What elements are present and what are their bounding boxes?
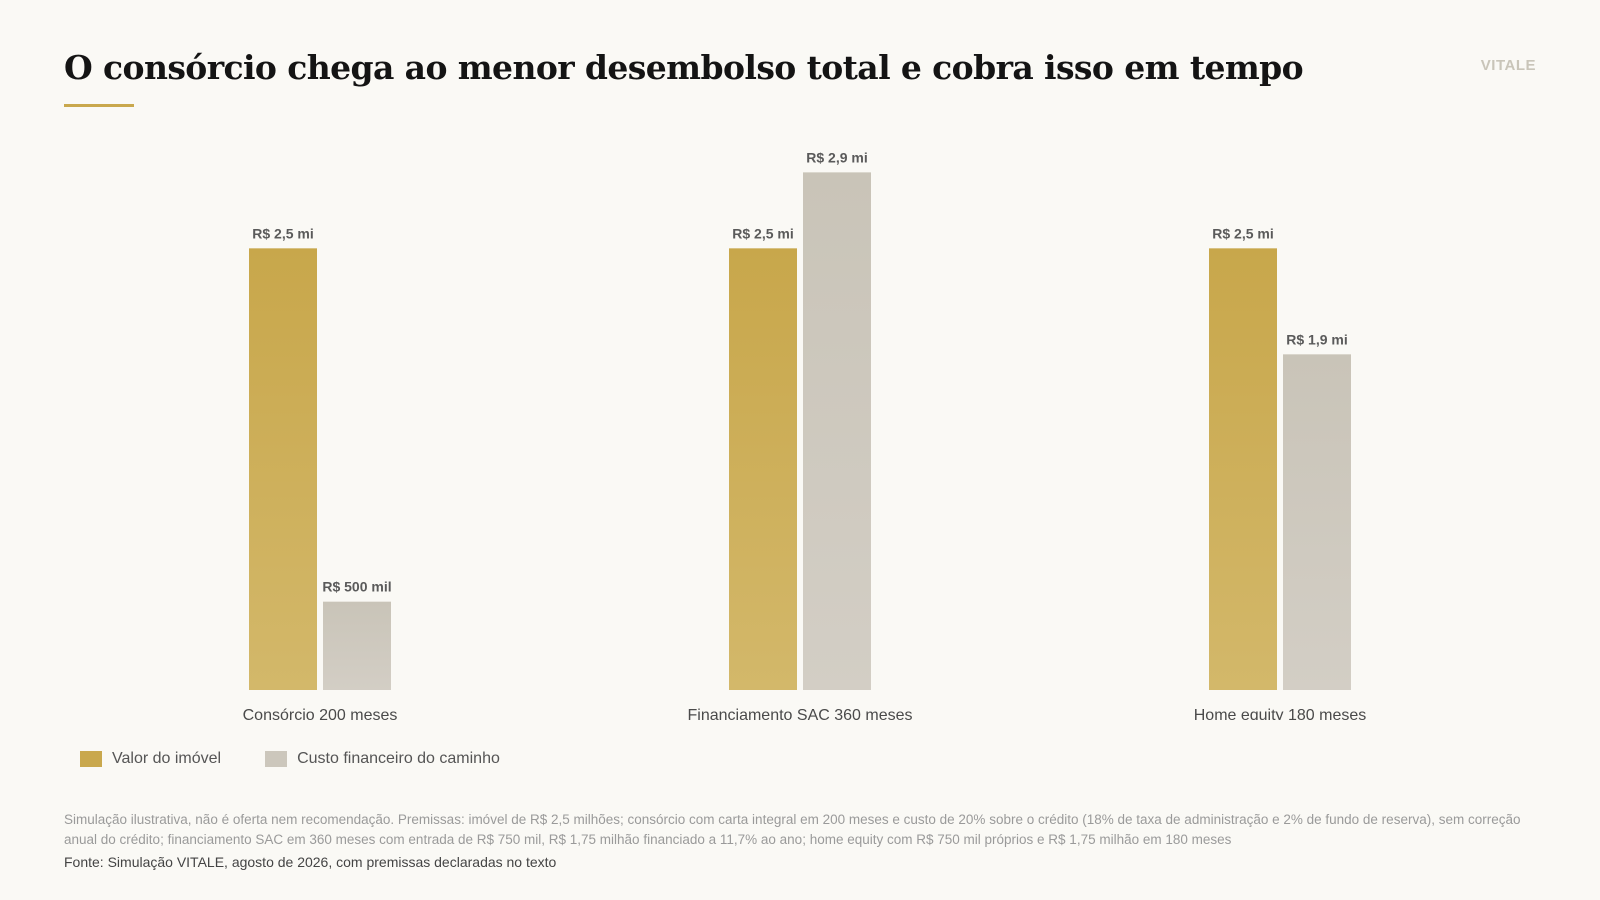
legend-swatch-financial-cost <box>265 751 288 767</box>
bar-property-value-consorcio-200-meses <box>249 248 317 691</box>
bar-property-value-home-equity-180-meses <box>1209 248 1277 691</box>
data-label-property-value-consorcio-200-meses: R$ 2,5 mi <box>252 225 313 241</box>
category-label-consorcio-200-meses: Consórcio 200 meses <box>243 707 398 720</box>
bar-chart: R$ 2,5 mi R$ 500 mil Consórcio 200 meses R$… <box>243 149 1367 720</box>
legend-label-financial-cost: Custo financeiro do caminho <box>297 750 500 767</box>
data-label-property-value-financiamento-sac-360-meses: R$ 2,5 mi <box>732 225 793 241</box>
data-label-property-value-home-equity-180-meses: R$ 2,5 mi <box>1212 225 1273 241</box>
data-label-financial-cost-home-equity-180-meses: R$ 1,9 mi <box>1286 331 1347 347</box>
category-label-home-equity-180-meses: Home equity 180 meses <box>1194 707 1367 720</box>
title-underline <box>64 104 134 107</box>
data-label-financial-cost-consorcio-200-meses: R$ 500 mil <box>322 579 391 595</box>
bar-financial-cost-home-equity-180-meses <box>1283 354 1351 690</box>
category-label-financiamento-sac-360-meses: Financiamento SAC 360 meses <box>688 707 913 720</box>
methodology-note: Simulação ilustrativa, não é oferta nem … <box>64 812 1521 847</box>
chart-title: O consórcio chega ao menor desembolso to… <box>64 48 1304 87</box>
legend-swatch-property-value <box>80 751 102 767</box>
data-label-financial-cost-financiamento-sac-360-meses: R$ 2,9 mi <box>806 149 867 165</box>
legend-label-property-value: Valor do imóvel <box>112 750 222 767</box>
legend-item-property-value: Valor do imóvel <box>80 750 221 768</box>
chart-legend: Valor do imóvel Custo financeiro do cami… <box>80 750 500 768</box>
legend-item-financial-cost: Custo financeiro do caminho <box>265 750 500 768</box>
bar-financial-cost-financiamento-sac-360-meses <box>803 172 871 690</box>
brand-logo: VITALE <box>1480 57 1536 74</box>
source-note: Fonte: Simulação VITALE, agosto de 2026,… <box>64 854 557 870</box>
bar-financial-cost-consorcio-200-meses <box>323 601 391 690</box>
bar-property-value-financiamento-sac-360-meses <box>729 248 797 691</box>
